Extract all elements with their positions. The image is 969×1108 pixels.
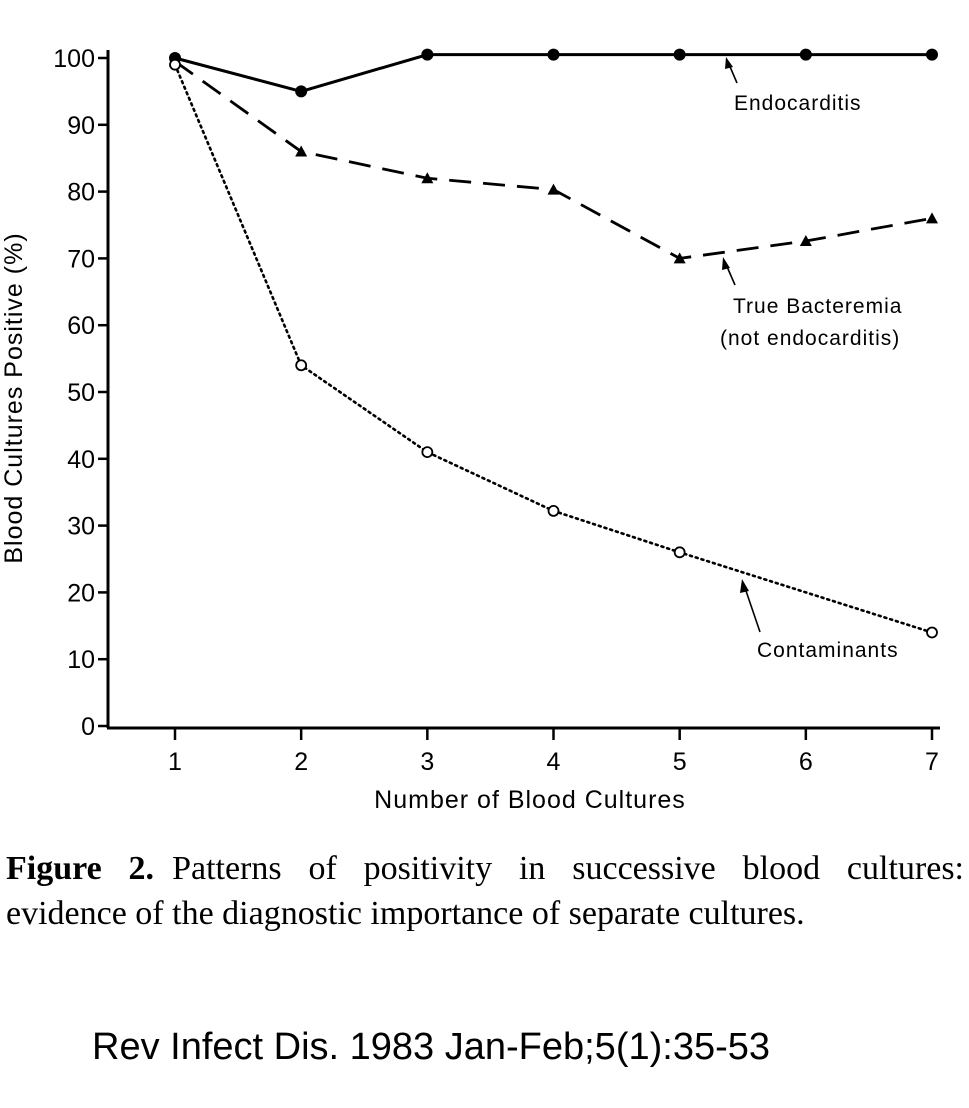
data-point	[673, 546, 686, 559]
data-point	[169, 58, 181, 71]
annotation-arrowhead	[722, 257, 730, 270]
data-point	[295, 145, 308, 157]
x-tick-label: 1	[168, 748, 182, 776]
data-point	[421, 446, 434, 459]
data-point	[799, 235, 812, 247]
citation: Rev Infect Dis. 1983 Jan-Feb;5(1):35-53	[92, 1026, 771, 1068]
annotation-true-bacteremia: True Bacteremia (not endocarditis)	[720, 257, 902, 350]
y-tick-label: 80	[67, 179, 95, 207]
series-layer	[169, 48, 938, 639]
series-endocarditis	[169, 48, 938, 98]
y-tick-label: 50	[67, 379, 95, 407]
data-point	[926, 212, 938, 224]
figure-caption-label: Figure 2.	[6, 850, 155, 887]
y-tick-label: 30	[67, 513, 95, 541]
x-tick-label: 6	[799, 748, 813, 776]
y-tick-label: 0	[81, 713, 95, 741]
data-point	[421, 172, 434, 184]
figure-caption: Figure 2. Patterns of positivity in succe…	[6, 846, 964, 936]
data-point	[295, 85, 308, 98]
data-point	[547, 183, 560, 195]
series-true-bacteremia-not-endocarditis	[169, 55, 938, 264]
x-tick-label: 5	[673, 748, 687, 776]
series-contaminants	[169, 58, 938, 639]
data-point	[547, 505, 560, 517]
figure-caption-text: Patterns of positivity in successive blo…	[6, 850, 964, 932]
data-point	[421, 48, 434, 61]
data-point	[926, 48, 938, 61]
x-ticks: 1 2 3 4 5 6 7	[168, 728, 939, 776]
data-point	[673, 252, 686, 264]
annotation-label-line1: True Bacteremia	[733, 295, 902, 318]
annotation-endocarditis: Endocarditis	[725, 57, 862, 115]
annotation-contaminants: Contaminants	[740, 579, 899, 662]
data-point	[295, 359, 308, 372]
data-point	[926, 626, 938, 639]
annotation-arrowhead	[725, 57, 733, 69]
x-tick-label: 2	[294, 748, 308, 776]
y-tick-label: 60	[67, 312, 95, 340]
y-tick-label: 40	[67, 446, 95, 474]
y-tick-label: 70	[67, 245, 95, 273]
y-tick-label: 20	[67, 579, 95, 607]
annotation-arrow	[743, 584, 761, 633]
axes	[106, 50, 940, 730]
data-point	[673, 48, 686, 61]
x-tick-label: 3	[420, 748, 434, 776]
annotation-label-line2: (not endocarditis)	[720, 327, 900, 350]
x-tick-label: 7	[925, 748, 939, 776]
series-line	[173, 63, 934, 634]
y-ticks: 0 10 20 30 40 50 60 70 80 90 100	[53, 45, 108, 741]
line-chart: 0 10 20 30 40 50 60 70 80 90 100 1 2 3 4 5 6 7 Endocardi…	[0, 45, 940, 814]
series-line	[174, 60, 933, 260]
annotation-label: Endocarditis	[734, 92, 862, 115]
x-axis-title: Number of Blood Cultures	[374, 786, 686, 814]
y-tick-label: 10	[67, 646, 95, 674]
data-point	[547, 48, 560, 61]
y-axis-title: Blood Cultures Positive (%)	[0, 232, 28, 563]
x-tick-label: 4	[547, 748, 561, 776]
y-tick-label: 100	[53, 45, 95, 73]
y-tick-label: 90	[67, 112, 95, 140]
data-point	[799, 48, 812, 61]
annotation-label: Contaminants	[757, 639, 899, 662]
annotation-arrowhead	[740, 579, 749, 593]
